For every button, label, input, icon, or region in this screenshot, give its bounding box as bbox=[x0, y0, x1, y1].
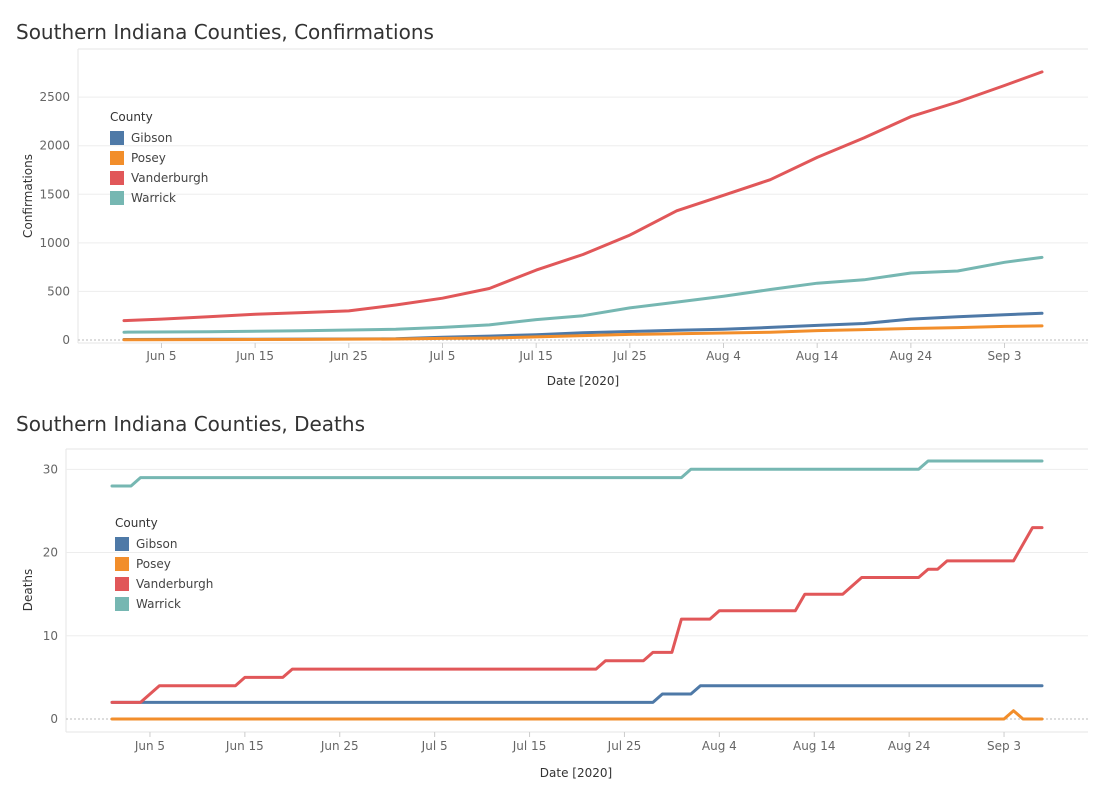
deaths-x-tick-label: Jul 5 bbox=[421, 739, 448, 753]
series-line-posey[interactable] bbox=[122, 324, 1044, 342]
legend-label-vanderburgh[interactable]: Vanderburgh bbox=[131, 171, 208, 185]
deaths-y-tick-label: 20 bbox=[43, 546, 58, 560]
deaths-x-axis-label: Date [2020] bbox=[540, 766, 612, 780]
deaths-x-tick-label: Jul 15 bbox=[512, 739, 547, 753]
deaths-x-tick-label: Sep 3 bbox=[987, 739, 1021, 753]
legend-swatch-posey[interactable] bbox=[110, 151, 124, 165]
confirmations-chart: 0 500 1000 1500 2000 2500 Jun 5 Jun 15 Jun 25 Jul… bbox=[21, 48, 1088, 388]
legend-swatch-posey[interactable] bbox=[115, 557, 129, 571]
series-line-warrick[interactable] bbox=[122, 255, 1044, 334]
legend-label-vanderburgh[interactable]: Vanderburgh bbox=[136, 577, 213, 591]
confirmations-panel: Southern Indiana Counties, Confirmations… bbox=[16, 20, 1088, 388]
deaths-chart: 0 10 20 30 Jun 5 Jun 15 Jun 25 Jul 5 Jul 15 Jul 2… bbox=[21, 448, 1088, 780]
legend-swatch-gibson[interactable] bbox=[110, 131, 124, 145]
conf-y-axis-label: Confirmations bbox=[21, 154, 35, 238]
series-line-gibson[interactable] bbox=[110, 684, 1044, 704]
conf-y-tick-label: 0 bbox=[62, 333, 70, 347]
legend-swatch-warrick[interactable] bbox=[110, 191, 124, 205]
deaths-panel: Southern Indiana Counties, Deaths 0 10 20 3… bbox=[0, 400, 1100, 800]
conf-x-tick-label: Sep 3 bbox=[987, 349, 1021, 363]
conf-x-tick-label: Aug 14 bbox=[796, 349, 839, 363]
series-line-posey[interactable] bbox=[110, 709, 1044, 721]
deaths-x-tick-label: Aug 24 bbox=[888, 739, 931, 753]
legend-swatch-vanderburgh[interactable] bbox=[115, 577, 129, 591]
deaths-y-tick-label: 10 bbox=[43, 629, 58, 643]
legend-label-warrick[interactable]: Warrick bbox=[131, 191, 176, 205]
conf-x-tick-label: Aug 4 bbox=[706, 349, 741, 363]
deaths-y-axis-label: Deaths bbox=[21, 569, 35, 612]
conf-x-tick-label: Jun 25 bbox=[329, 349, 368, 363]
conf-x-tick-label: Jun 5 bbox=[145, 349, 176, 363]
deaths-x-tick-label: Aug 4 bbox=[702, 739, 737, 753]
deaths-chart-title: Southern Indiana Counties, Deaths bbox=[16, 412, 365, 436]
conf-x-tick-label: Aug 24 bbox=[890, 349, 933, 363]
conf-x-tick-label: Jun 15 bbox=[235, 349, 274, 363]
series-line-vanderburgh[interactable] bbox=[122, 70, 1044, 323]
legend-label-gibson[interactable]: Gibson bbox=[136, 537, 177, 551]
deaths-x-tick-label: Jun 15 bbox=[225, 739, 264, 753]
conf-x-axis-label: Date [2020] bbox=[547, 374, 619, 388]
conf-y-tick-label: 1000 bbox=[39, 236, 70, 250]
deaths-x-tick-label: Aug 14 bbox=[793, 739, 836, 753]
legend-label-warrick[interactable]: Warrick bbox=[136, 597, 181, 611]
deaths-x-tick-label: Jun 25 bbox=[320, 739, 359, 753]
legend-swatch-warrick[interactable] bbox=[115, 597, 129, 611]
conf-y-tick-label: 1500 bbox=[39, 187, 70, 201]
legend-label-posey[interactable]: Posey bbox=[136, 557, 171, 571]
legend-label-posey[interactable]: Posey bbox=[131, 151, 166, 165]
legend-swatch-vanderburgh[interactable] bbox=[110, 171, 124, 185]
series-line-vanderburgh[interactable] bbox=[110, 526, 1044, 704]
deaths-legend-title: County bbox=[115, 516, 158, 530]
series-line-warrick[interactable] bbox=[110, 459, 1044, 488]
conf-legend-title: County bbox=[110, 110, 153, 124]
conf-x-tick-label: Jul 25 bbox=[612, 349, 647, 363]
conf-x-tick-label: Jul 15 bbox=[518, 349, 553, 363]
deaths-x-tick-label: Jul 25 bbox=[607, 739, 642, 753]
deaths-y-tick-label: 0 bbox=[50, 712, 58, 726]
confirmations-chart-title: Southern Indiana Counties, Confirmations bbox=[16, 20, 434, 44]
conf-y-tick-label: 2500 bbox=[39, 90, 70, 104]
conf-x-tick-label: Jul 5 bbox=[429, 349, 456, 363]
legend-label-gibson[interactable]: Gibson bbox=[131, 131, 172, 145]
conf-y-tick-label: 500 bbox=[47, 284, 70, 298]
conf-y-tick-label: 2000 bbox=[39, 139, 70, 153]
deaths-x-tick-label: Jun 5 bbox=[134, 739, 165, 753]
deaths-y-tick-label: 30 bbox=[43, 462, 58, 476]
legend-swatch-gibson[interactable] bbox=[115, 537, 129, 551]
